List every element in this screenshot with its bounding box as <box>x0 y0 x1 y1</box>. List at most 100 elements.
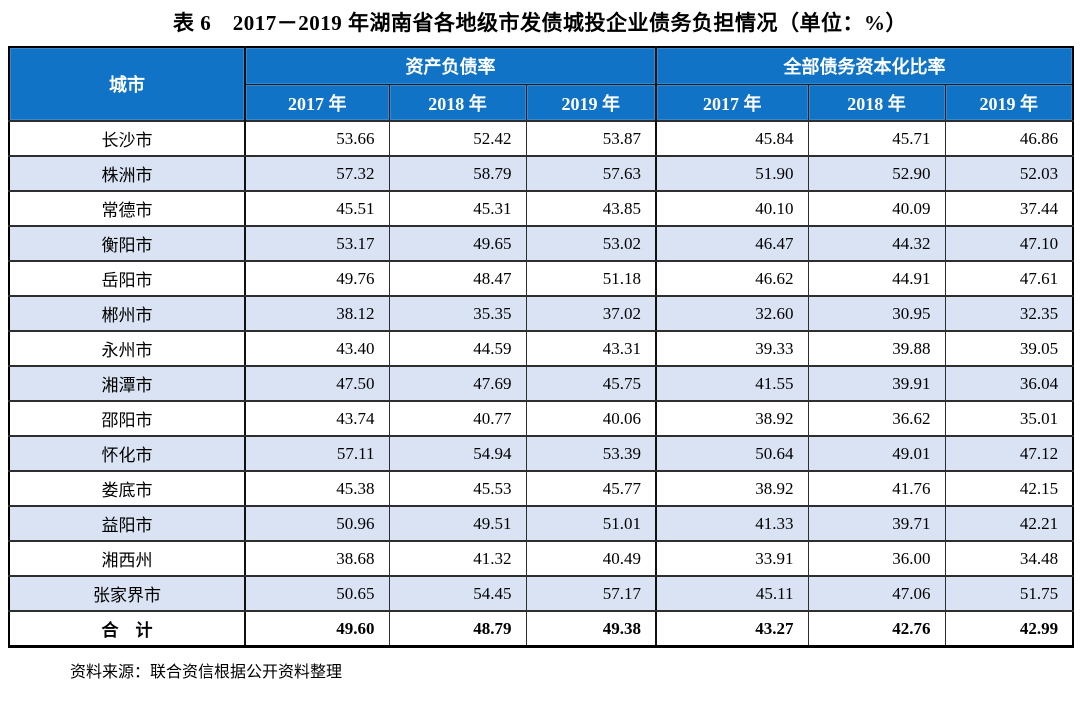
td-2017-cell: 50.64 <box>655 435 809 472</box>
table-row: 湘潭市 47.50 47.69 45.75 41.55 39.91 36.04 <box>8 365 1074 402</box>
al-2019-cell: 45.77 <box>525 470 657 507</box>
city-name-cell: 株洲市 <box>8 155 246 192</box>
total-td-2017-cell: 43.27 <box>655 610 809 648</box>
table-title: 表 6 2017－2019 年湖南省各地级市发债城投企业债务负担情况（单位：%） <box>173 11 907 35</box>
table-row: 衡阳市 53.17 49.65 53.02 46.47 44.32 47.10 <box>8 225 1074 262</box>
td-2017-cell: 40.10 <box>655 190 809 227</box>
td-2019-cell: 47.10 <box>944 225 1074 262</box>
total-al-2017-cell: 49.60 <box>244 610 390 648</box>
td-2017-cell: 46.62 <box>655 260 809 297</box>
td-2019-cell: 35.01 <box>944 400 1074 437</box>
city-name-cell: 永州市 <box>8 330 246 367</box>
al-2017-cell: 38.12 <box>244 295 390 332</box>
table-row: 永州市 43.40 44.59 43.31 39.33 39.88 39.05 <box>8 330 1074 367</box>
header-year-2017-td: 2017 年 <box>655 84 809 122</box>
city-name-cell: 张家界市 <box>8 575 246 612</box>
td-2019-cell: 47.12 <box>944 435 1074 472</box>
table-header: 城市 资产负债率 全部债务资本化比率 2017 年 2018 年 2019 年 … <box>8 46 1074 122</box>
al-2018-cell: 49.65 <box>388 225 527 262</box>
al-2019-cell: 53.39 <box>525 435 657 472</box>
al-2018-cell: 54.94 <box>388 435 527 472</box>
al-2018-cell: 49.51 <box>388 505 527 542</box>
table-row: 怀化市 57.11 54.94 53.39 50.64 49.01 47.12 <box>8 435 1074 472</box>
city-name-cell: 常德市 <box>8 190 246 227</box>
td-2019-cell: 39.05 <box>944 330 1074 367</box>
td-2018-cell: 30.95 <box>807 295 946 332</box>
al-2018-cell: 48.47 <box>388 260 527 297</box>
total-td-2019-cell: 42.99 <box>944 610 1074 648</box>
td-2018-cell: 45.71 <box>807 120 946 157</box>
al-2019-cell: 57.63 <box>525 155 657 192</box>
table-row: 娄底市 45.38 45.53 45.77 38.92 41.76 42.15 <box>8 470 1074 507</box>
al-2017-cell: 57.32 <box>244 155 390 192</box>
city-name-cell: 益阳市 <box>8 505 246 542</box>
city-name-cell: 岳阳市 <box>8 260 246 297</box>
al-2017-cell: 53.17 <box>244 225 390 262</box>
al-2017-cell: 38.68 <box>244 540 390 577</box>
header-city: 城市 <box>8 46 246 122</box>
td-2018-cell: 41.76 <box>807 470 946 507</box>
city-name-cell: 衡阳市 <box>8 225 246 262</box>
al-2019-cell: 53.87 <box>525 120 657 157</box>
al-2019-cell: 45.75 <box>525 365 657 402</box>
al-2017-cell: 50.96 <box>244 505 390 542</box>
td-2017-cell: 41.33 <box>655 505 809 542</box>
al-2018-cell: 44.59 <box>388 330 527 367</box>
td-2018-cell: 49.01 <box>807 435 946 472</box>
td-2019-cell: 47.61 <box>944 260 1074 297</box>
td-2017-cell: 38.92 <box>655 400 809 437</box>
al-2018-cell: 54.45 <box>388 575 527 612</box>
td-2017-cell: 33.91 <box>655 540 809 577</box>
total-td-2018-cell: 42.76 <box>807 610 946 648</box>
table-total-row: 合 计 49.60 48.79 49.38 43.27 42.76 42.99 <box>8 610 1074 648</box>
al-2019-cell: 40.06 <box>525 400 657 437</box>
td-2018-cell: 36.62 <box>807 400 946 437</box>
al-2019-cell: 53.02 <box>525 225 657 262</box>
td-2019-cell: 46.86 <box>944 120 1074 157</box>
city-name-cell: 邵阳市 <box>8 400 246 437</box>
al-2018-cell: 47.69 <box>388 365 527 402</box>
td-2018-cell: 44.32 <box>807 225 946 262</box>
al-2018-cell: 45.31 <box>388 190 527 227</box>
al-2018-cell: 45.53 <box>388 470 527 507</box>
al-2019-cell: 57.17 <box>525 575 657 612</box>
table-body: 长沙市 53.66 52.42 53.87 45.84 45.71 46.86 … <box>8 120 1074 612</box>
td-2017-cell: 32.60 <box>655 295 809 332</box>
td-2018-cell: 47.06 <box>807 575 946 612</box>
al-2017-cell: 45.38 <box>244 470 390 507</box>
td-2018-cell: 52.90 <box>807 155 946 192</box>
header-group-asset-liability-ratio: 资产负债率 <box>243 46 657 85</box>
total-al-2018-cell: 48.79 <box>388 610 527 648</box>
al-2017-cell: 50.65 <box>244 575 390 612</box>
al-2019-cell: 51.01 <box>525 505 657 542</box>
table-row: 常德市 45.51 45.31 43.85 40.10 40.09 37.44 <box>8 190 1074 227</box>
al-2017-cell: 57.11 <box>244 435 390 472</box>
td-2018-cell: 44.91 <box>807 260 946 297</box>
td-2019-cell: 42.15 <box>944 470 1074 507</box>
td-2017-cell: 45.11 <box>655 575 809 612</box>
header-year-2017-al: 2017 年 <box>244 84 390 122</box>
td-2018-cell: 40.09 <box>807 190 946 227</box>
al-2017-cell: 47.50 <box>244 365 390 402</box>
table-row: 湘西州 38.68 41.32 40.49 33.91 36.00 34.48 <box>8 540 1074 577</box>
td-2018-cell: 39.91 <box>807 365 946 402</box>
header-year-2019-al: 2019 年 <box>525 84 657 122</box>
city-name-cell: 怀化市 <box>8 435 246 472</box>
td-2019-cell: 32.35 <box>944 295 1074 332</box>
td-2017-cell: 46.47 <box>655 225 809 262</box>
city-name-cell: 郴州市 <box>8 295 246 332</box>
al-2018-cell: 35.35 <box>388 295 527 332</box>
header-year-2018-al: 2018 年 <box>388 84 527 122</box>
table-row: 株洲市 57.32 58.79 57.63 51.90 52.90 52.03 <box>8 155 1074 192</box>
td-2019-cell: 51.75 <box>944 575 1074 612</box>
al-2017-cell: 53.66 <box>244 120 390 157</box>
al-2017-cell: 49.76 <box>244 260 390 297</box>
al-2018-cell: 41.32 <box>388 540 527 577</box>
header-year-2019-td: 2019 年 <box>944 84 1074 122</box>
td-2019-cell: 42.21 <box>944 505 1074 542</box>
city-name-cell: 长沙市 <box>8 120 246 157</box>
total-al-2019-cell: 49.38 <box>525 610 657 648</box>
td-2017-cell: 51.90 <box>655 155 809 192</box>
table-row: 岳阳市 49.76 48.47 51.18 46.62 44.91 47.61 <box>8 260 1074 297</box>
td-2017-cell: 38.92 <box>655 470 809 507</box>
